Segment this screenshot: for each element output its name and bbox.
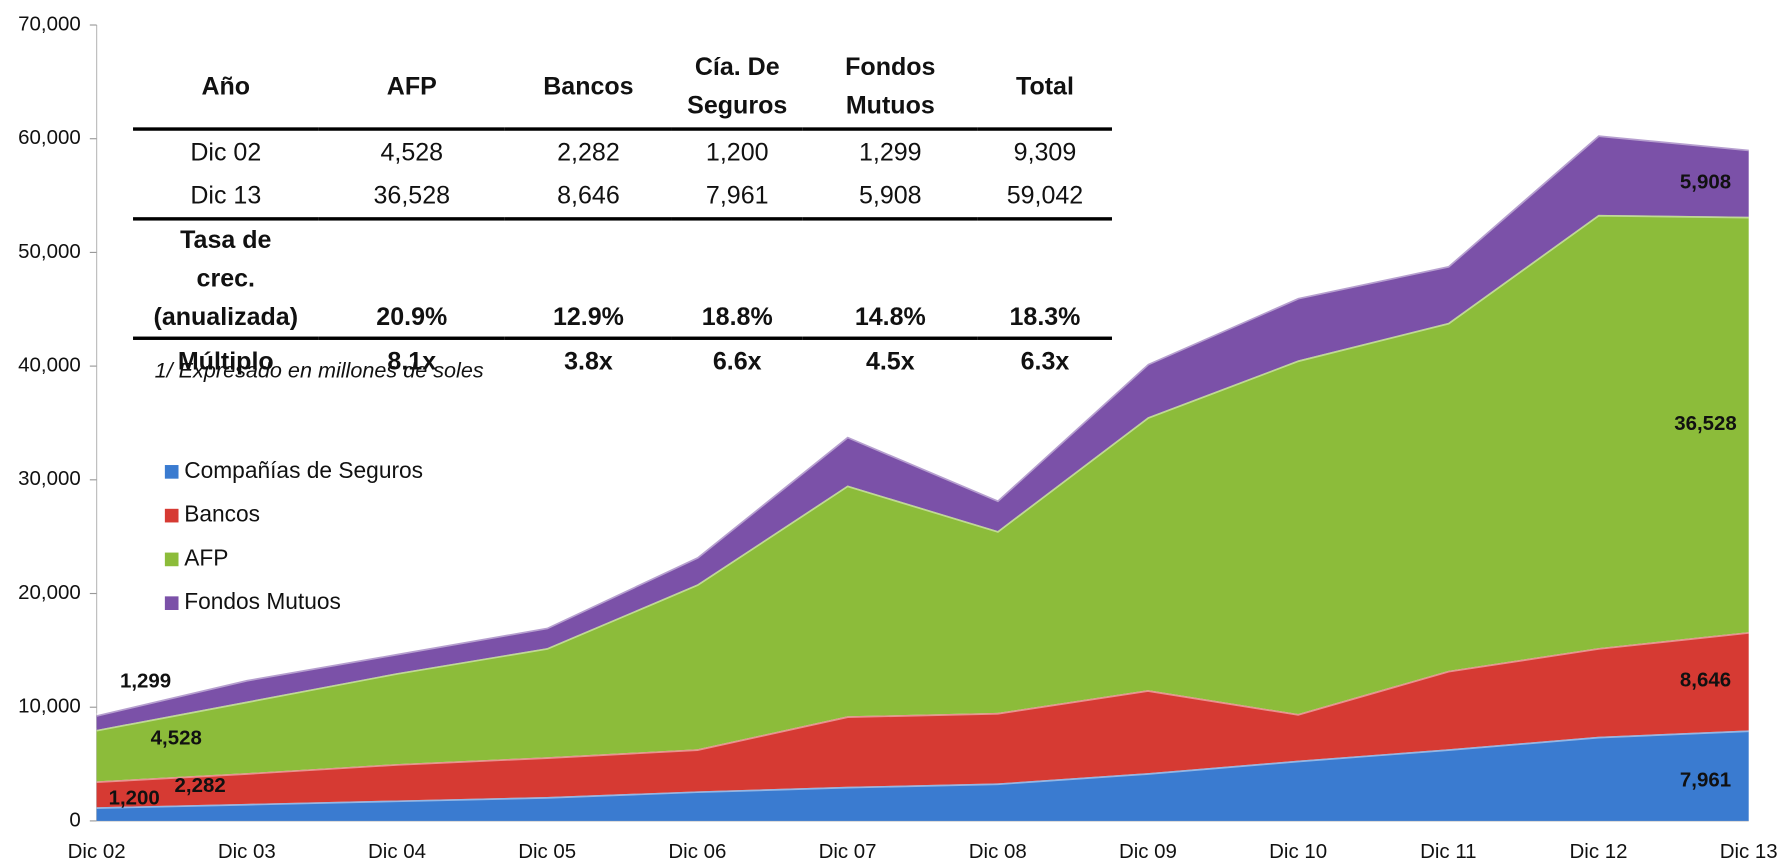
- table-row: Múltiplo 8.1x 3.8x 6.6x 4.5x 6.3x: [133, 338, 1112, 383]
- table-cell: 12.9%: [505, 218, 672, 340]
- table-cell: 2,282: [557, 137, 620, 167]
- data-label: 1,200: [109, 787, 160, 810]
- table-cell: 4,528: [380, 137, 444, 167]
- data-label: 7,961: [1680, 769, 1731, 792]
- legend-label: Compañías de Seguros: [184, 457, 423, 483]
- x-tick-label: Dic 13: [1720, 840, 1778, 863]
- y-tick-label: 60,000: [18, 126, 81, 149]
- column-header: Fondos Mutuos: [802, 45, 978, 131]
- table-cell: 59,042: [977, 173, 1112, 221]
- x-tick-label: Dic 07: [819, 840, 877, 863]
- table-cell: 9,309: [1013, 137, 1077, 167]
- data-label: 5,908: [1680, 171, 1731, 194]
- data-label: 8,646: [1680, 669, 1731, 692]
- x-tick-label: Dic 05: [518, 840, 576, 863]
- y-tick-label: 70,000: [18, 12, 81, 35]
- table-cell: 1,200: [705, 137, 769, 167]
- x-tick-label: Dic 09: [1119, 840, 1177, 863]
- table-row: Tasa de crec. (anualizada) 20.9% 12.9% 18.8…: [133, 218, 1112, 340]
- area: [96, 214, 1749, 782]
- data-label: 2,282: [175, 774, 226, 797]
- summary-table: Año AFP Bancos Cía. De Seguros Fondos Mutuos…: [133, 45, 1112, 383]
- area-edge: [96, 133, 1749, 717]
- x-tick-label: Dic 11: [1420, 840, 1476, 863]
- legend-label: AFP: [184, 544, 228, 570]
- column-header: Cía. De Seguros: [671, 45, 803, 131]
- data-label: 4,528: [151, 726, 202, 749]
- y-tick-label: 30,000: [18, 467, 81, 490]
- y-tick-label: 10,000: [18, 695, 81, 718]
- table-cell: 7,961: [671, 173, 803, 221]
- table-cell: 18.3%: [977, 218, 1112, 340]
- table-cell: 3.8x: [564, 346, 613, 376]
- x-tick-label: Dic 03: [218, 840, 276, 863]
- x-tick-label: Dic 10: [1269, 840, 1327, 863]
- table-cell: 14.8%: [802, 218, 978, 340]
- table-cell: 8.1x: [387, 346, 437, 376]
- data-label: 36,528: [1674, 412, 1737, 435]
- table-cell: Tasa de crec. (anualizada): [133, 218, 319, 340]
- table-cell: 5,908: [802, 173, 978, 221]
- legend-swatch: [164, 596, 179, 611]
- y-tick-label: 0: [69, 808, 80, 831]
- area: [96, 730, 1749, 821]
- table-cell: 6.6x: [712, 346, 762, 376]
- column-header: AFP: [318, 45, 506, 131]
- table-cell: Dic 13: [133, 173, 319, 221]
- table-cell: 1,299: [858, 137, 922, 167]
- table-cell: 8,646: [505, 173, 672, 221]
- table-cell: 4.5x: [865, 346, 915, 376]
- table-row: Dic 13 36,528 8,646 7,961 5,908 59,042: [133, 173, 1112, 221]
- y-tick-label: 50,000: [18, 240, 81, 263]
- x-tick-label: Dic 06: [668, 840, 726, 863]
- y-tick-label: 40,000: [18, 354, 81, 377]
- table-cell: Dic 02: [190, 137, 262, 167]
- legend-label: Bancos: [184, 501, 260, 527]
- area: [96, 135, 1749, 730]
- data-label: 1,299: [120, 670, 171, 693]
- column-header: Año: [133, 45, 319, 131]
- legend-label: Fondos Mutuos: [184, 588, 341, 614]
- table-cell: 6.3x: [1020, 346, 1070, 376]
- x-tick-label: Dic 02: [68, 840, 126, 863]
- y-tick-label: 20,000: [18, 581, 81, 604]
- column-header: Total: [977, 45, 1112, 131]
- x-tick-label: Dic 04: [368, 840, 426, 863]
- table-note: 1/ Expresado en millones de soles: [154, 359, 484, 384]
- legend-swatch: [164, 552, 179, 567]
- legend-swatch: [164, 508, 179, 523]
- table-cell: 18.8%: [671, 218, 803, 340]
- legend-swatch: [164, 465, 179, 479]
- table-header-row: Año AFP Bancos Cía. De Seguros Fondos Mutuos…: [133, 45, 1112, 131]
- x-tick-label: Dic 12: [1570, 840, 1628, 863]
- column-header: Bancos: [505, 45, 672, 131]
- table-cell: 36,528: [318, 173, 506, 221]
- table-cell: 20.9%: [318, 218, 506, 340]
- x-tick-label: Dic 08: [969, 840, 1027, 863]
- area: [96, 632, 1749, 808]
- table-row: Dic 02 4,528 2,282 1,200 1,299 9,309: [133, 129, 1112, 174]
- table-cell: Múltiplo: [177, 346, 274, 376]
